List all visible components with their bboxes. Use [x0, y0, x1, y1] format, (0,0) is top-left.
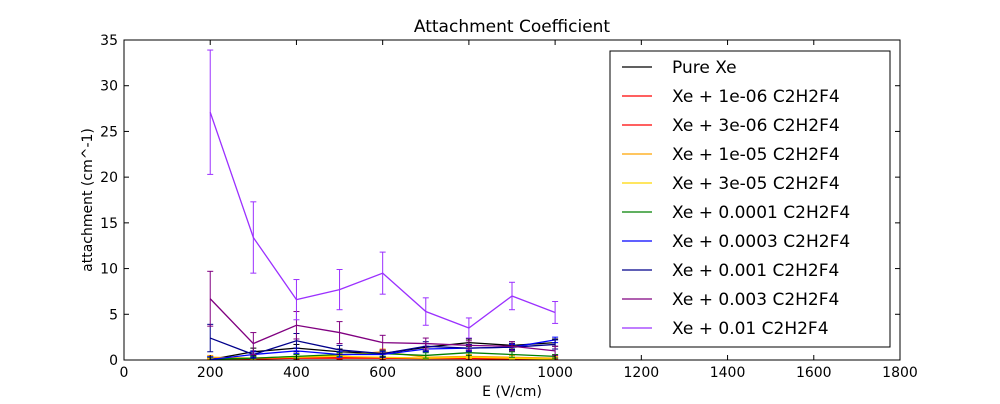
- legend-label: Xe + 0.0003 C2H2F4: [672, 232, 850, 252]
- y-tick-label: 5: [109, 307, 118, 323]
- legend-label: Xe + 0.003 C2H2F4: [672, 290, 839, 310]
- error-bar: [509, 281, 515, 311]
- x-tick-label: 600: [369, 365, 396, 381]
- y-tick-label: 30: [100, 79, 118, 95]
- error-bar: [379, 251, 386, 295]
- legend-label: Xe + 3e-06 C2H2F4: [672, 116, 840, 136]
- legend-label: Xe + 0.01 C2H2F4: [672, 319, 829, 339]
- error-bar: [250, 201, 257, 274]
- error-bar: [293, 279, 300, 321]
- legend-box: [609, 50, 891, 348]
- error-bar: [509, 351, 515, 358]
- legend-item: Xe + 0.001 C2H2F4: [622, 261, 839, 281]
- y-tick-label: 15: [100, 216, 118, 232]
- x-tick-label: 1600: [796, 365, 832, 381]
- legend-item: Xe + 0.003 C2H2F4: [622, 290, 839, 310]
- x-tick-label: 0: [120, 365, 129, 381]
- legend-item: Xe + 3e-05 C2H2F4: [622, 174, 840, 194]
- error-bar: [465, 340, 472, 351]
- x-axis-label: E (V/cm): [482, 384, 542, 400]
- legend-label: Xe + 1e-06 C2H2F4: [672, 87, 840, 107]
- error-bar: [336, 344, 343, 356]
- error-bar: [336, 268, 343, 311]
- x-tick-label: 1400: [710, 365, 746, 381]
- error-bar: [250, 332, 257, 356]
- legend-item: Pure Xe: [622, 58, 737, 78]
- y-tick-label: 35: [100, 33, 118, 49]
- series-9: [207, 49, 559, 339]
- axes: 0 200 400 600 800 1000 1200 1400 1600 1800 0 5 10 15 2…: [100, 33, 918, 381]
- legend-item: Xe + 3e-06 C2H2F4: [622, 116, 840, 136]
- error-bar: [465, 317, 472, 339]
- legend-item: Xe + 1e-05 C2H2F4: [622, 145, 840, 165]
- legend-item: Xe + 0.0003 C2H2F4: [622, 232, 850, 252]
- x-tick-label: 200: [197, 365, 224, 381]
- x-tick-label: 1800: [882, 365, 918, 381]
- x-tick-label: 1000: [537, 365, 573, 381]
- x-tick-label: 1200: [624, 365, 660, 381]
- error-bar: [422, 352, 429, 359]
- error-bar: [207, 49, 214, 175]
- error-bar: [422, 337, 429, 350]
- y-tick-label: 25: [100, 124, 118, 140]
- plot-frame: [123, 39, 901, 361]
- y-tick-label: 0: [109, 353, 118, 369]
- error-bar: [422, 297, 429, 326]
- legend-item: Xe + 1e-06 C2H2F4: [622, 87, 840, 107]
- x-tick-label: 400: [283, 365, 310, 381]
- legend: Pure Xe Xe + 1e-06 C2H2F4 Xe + 3e-06 C2H2F…: [609, 50, 891, 348]
- error-bar: [379, 334, 386, 351]
- legend-label: Xe + 3e-05 C2H2F4: [672, 174, 840, 194]
- error-bar: [509, 341, 515, 352]
- legend-label: Xe + 1e-05 C2H2F4: [672, 145, 840, 165]
- error-bar: [552, 300, 559, 324]
- chart-title: Attachment Coefficient: [414, 17, 611, 37]
- y-tick-label: 20: [100, 170, 118, 186]
- x-tick-label: 800: [456, 365, 483, 381]
- error-bar: [336, 321, 343, 345]
- y-axis-label: attachment (cm^-1): [80, 128, 96, 272]
- series-8: [207, 270, 559, 356]
- legend-label: Xe + 0.0001 C2H2F4: [672, 203, 850, 223]
- y-tick-label: 10: [100, 262, 118, 278]
- error-bar: [207, 270, 214, 327]
- legend-item: Xe + 0.0001 C2H2F4: [622, 203, 850, 223]
- legend-label: Pure Xe: [672, 58, 737, 78]
- legend-label: Xe + 0.001 C2H2F4: [672, 261, 839, 281]
- legend-item: Xe + 0.01 C2H2F4: [622, 319, 829, 339]
